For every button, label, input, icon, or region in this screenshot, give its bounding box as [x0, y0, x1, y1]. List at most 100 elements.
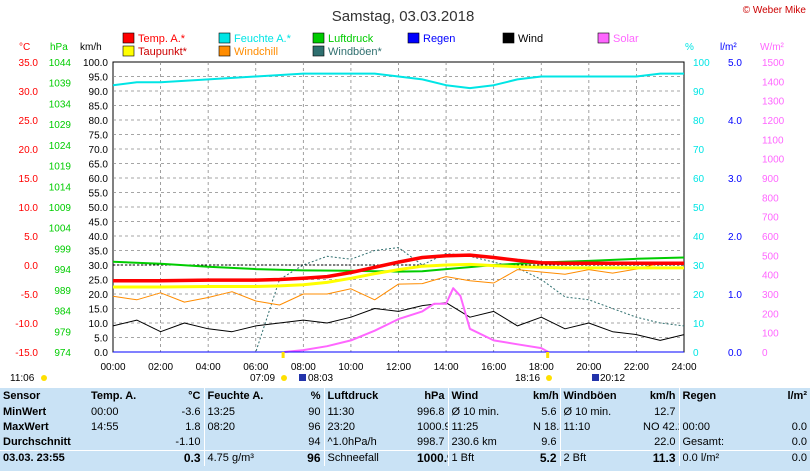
legend-swatch	[122, 45, 135, 57]
x-tick-label: 10:00	[338, 362, 363, 373]
y-tick-label-press: 999	[54, 244, 71, 255]
header-temp-unit: °C	[148, 388, 205, 405]
x-tick-label: 12:00	[386, 362, 411, 373]
wind-time: 230.6 km	[451, 436, 497, 448]
y-tick-label-press: 1029	[49, 120, 72, 131]
unit-wind: km/h	[80, 42, 102, 53]
y-tick-label-wind: 85.0	[89, 102, 109, 113]
hum-value: 96	[296, 420, 325, 435]
y-tick-label-press: 984	[54, 307, 71, 318]
series-windchill	[112, 262, 684, 306]
header-gust-unit: km/h	[640, 388, 680, 405]
y-tick-label-wind: 70.0	[89, 145, 109, 156]
axis-unit-labels: °C hPa km/h% l/m² W/m²	[19, 42, 785, 53]
gust-time: 11:10	[563, 421, 591, 433]
x-tick-label: 14:00	[434, 362, 459, 373]
series-tempa	[113, 253, 684, 283]
rain-value: 0.0	[791, 421, 807, 433]
press-time: 11:30	[327, 406, 355, 418]
header-rain: Regen	[682, 390, 717, 402]
rain-time: 0.0 l/m²	[679, 450, 759, 466]
summary-table: Sensor Temp. A. °C Feuchte A. % Luftdruc…	[0, 388, 810, 471]
y-tick-label-wind: 75.0	[89, 131, 109, 142]
temp-time	[88, 450, 148, 466]
series-layer	[112, 72, 685, 353]
y-tick-label-press: 1039	[49, 79, 72, 90]
rain-time: Gesamt:	[682, 436, 725, 448]
y-tick-label-rain: 5.0	[728, 58, 742, 69]
series-feuchtea	[112, 72, 684, 90]
x-tick-label: 24:00	[671, 362, 696, 373]
y-tick-label-solar: 400	[762, 271, 779, 282]
y-tick-label-wind: 95.0	[89, 73, 109, 84]
y-tick-label-solar: 200	[762, 309, 779, 320]
temp-time: 00:00	[91, 406, 119, 418]
y-tick-label-solar: 1000	[762, 155, 785, 166]
y-tick-label-rain: 0.0	[728, 348, 742, 359]
legend-label: Taupunkt*	[138, 46, 188, 58]
wind-time: 11:25	[451, 421, 479, 433]
y-tick-label-wind: 100.0	[83, 58, 108, 69]
legend-swatch	[502, 32, 515, 44]
hum-time: 4.75 g/m³	[204, 450, 296, 466]
unit-rain: l/m²	[720, 42, 737, 53]
legend-swatch	[312, 45, 325, 57]
y-tick-label-wind: 35.0	[89, 247, 109, 258]
y-tick-label-temp: 5.0	[24, 232, 38, 243]
y-tick-label-rain: 3.0	[728, 174, 742, 185]
chart-title: Samstag, 03.03.2018	[332, 8, 475, 25]
y-tick-label-rain: 4.0	[728, 116, 742, 127]
x-tick-label: 22:00	[624, 362, 649, 373]
temp-value: -3.6	[148, 405, 205, 420]
legend-label: Temp. A.*	[138, 33, 186, 45]
y-tick-label-hum: 10	[693, 319, 705, 330]
series-wind	[112, 302, 685, 341]
y-tick-label-solar: 600	[762, 232, 779, 243]
summary-row: MaxWert 14:55 1.8 08:20 96 23:20 1000.9 …	[0, 420, 810, 435]
y-tick-label-solar: 800	[762, 193, 779, 204]
x-tick-label: 02:00	[148, 362, 173, 373]
legend-label: Feuchte A.*	[234, 33, 292, 45]
rain-value: 0.0	[759, 450, 810, 466]
press-value: 1000.9	[414, 450, 449, 466]
y-tick-label-temp: 35.0	[19, 58, 39, 69]
rain-value	[759, 405, 810, 420]
chart-legend: Temp. A.* Feuchte A.* Luftdruck Regen Wind So…	[122, 32, 639, 58]
sun-icon	[41, 375, 47, 381]
press-value: 996.8	[414, 405, 449, 420]
summary-row: MinWert 00:00 -3.6 13:25 90 11:30 996.8 …	[0, 405, 810, 420]
y-tick-label-hum: 40	[693, 232, 705, 243]
sunrise-time: 07:09	[250, 373, 275, 384]
wind-time: Ø 10 min.	[451, 406, 500, 418]
moon-icon	[299, 374, 306, 381]
y-tick-label-solar: 700	[762, 213, 779, 224]
unit-hum: %	[685, 42, 694, 53]
row-label: Durchschnitt	[3, 436, 71, 448]
y-tick-label-solar: 100	[762, 329, 779, 340]
y-tick-label-temp: -10.0	[15, 319, 38, 330]
wind-value: 5.6	[530, 405, 561, 420]
y-tick-label-temp: 30.0	[19, 87, 39, 98]
legend-label: Solar	[613, 33, 639, 45]
y-tick-label-press: 1009	[49, 203, 72, 214]
y-tick-label-solar: 1100	[762, 135, 784, 146]
y-tick-label-temp: 15.0	[19, 174, 39, 185]
y-tick-label-wind: 60.0	[89, 174, 109, 185]
y-tick-label-rain: 2.0	[728, 232, 742, 243]
y-tick-label-solar: 1300	[762, 97, 785, 108]
legend-item: Windböen*	[312, 45, 383, 58]
y-tick-label-press: 979	[54, 327, 71, 338]
y-tick-label-temp: -15.0	[15, 348, 38, 359]
y-tick-label-press: 1019	[49, 162, 72, 173]
y-tick-label-hum: 90	[693, 87, 705, 98]
wind-time: 1 Bft	[448, 450, 530, 466]
legend-swatch	[122, 32, 135, 44]
y-tick-label-hum: 50	[693, 203, 705, 214]
summary-row: Durchschnitt -1.10 94 ^1.0hPa/h 998.7 23…	[0, 435, 810, 451]
hum-value: 90	[296, 405, 325, 420]
rain-time	[679, 405, 759, 420]
y-tick-label-press: 1044	[49, 58, 72, 69]
hum-time: 08:20	[207, 421, 236, 433]
y-tick-label-wind: 45.0	[89, 218, 109, 229]
